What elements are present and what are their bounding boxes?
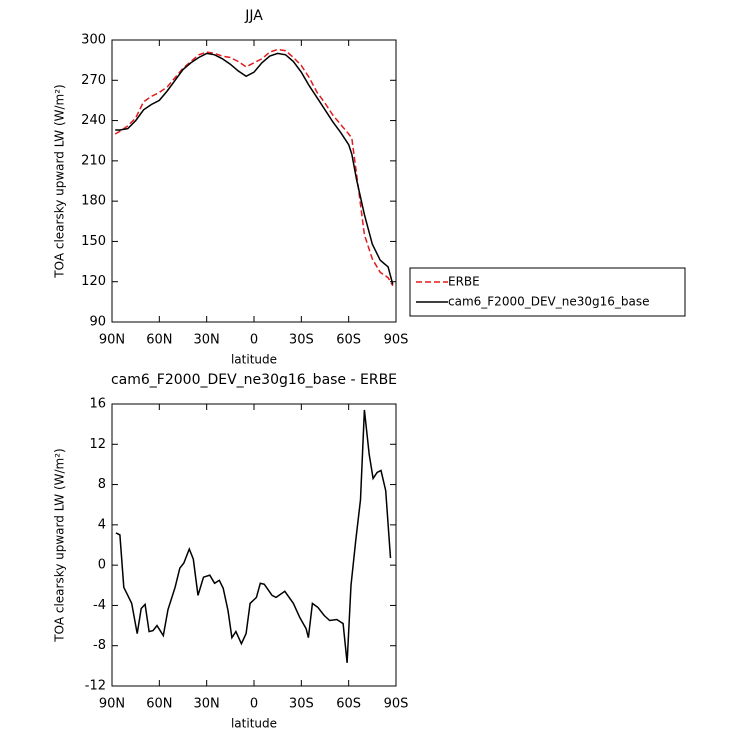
y-tick-label: 180 (81, 194, 106, 209)
y-tick-label: 90 (89, 315, 106, 330)
x-tick-label: 90N (99, 697, 125, 712)
y-tick-label: -4 (93, 598, 106, 613)
x-tick-label: 90S (384, 697, 409, 712)
x-tick-label: 30N (194, 333, 220, 348)
data-line (114, 48, 394, 287)
y-tick-label: 16 (89, 397, 106, 412)
x-tick-label: 60N (146, 697, 172, 712)
y-tick-label: 210 (81, 153, 106, 168)
x-tick-label: 90S (384, 333, 409, 348)
y-tick-label: 240 (81, 113, 106, 128)
y-tick-label: 270 (81, 73, 106, 88)
chart-title: cam6_F2000_DEV_ne30g16_base - ERBE (111, 372, 397, 388)
y-axis-label: TOA clearsky upward LW (W/m²) (53, 448, 67, 642)
data-line (115, 409, 392, 663)
y-axis-label: TOA clearsky upward LW (W/m²) (53, 84, 67, 278)
y-tick-label: 8 (98, 477, 106, 492)
chart-title: JJA (244, 8, 263, 24)
x-axis-label: latitude (231, 717, 277, 731)
x-tick-label: 0 (250, 697, 258, 712)
x-tick-label: 30S (289, 697, 314, 712)
y-tick-label: 12 (89, 437, 106, 452)
y-tick-label: -12 (85, 679, 106, 694)
legend-label: ERBE (448, 275, 480, 289)
x-tick-label: 90N (99, 333, 125, 348)
x-tick-label: 0 (250, 333, 258, 348)
x-tick-label: 30S (289, 333, 314, 348)
plot-frame (111, 403, 397, 687)
y-tick-label: 120 (81, 274, 106, 289)
x-tick-label: 60S (336, 697, 361, 712)
y-tick-label: 4 (98, 517, 106, 532)
plot-frame (111, 39, 397, 323)
legend-label: cam6_F2000_DEV_ne30g16_base (448, 295, 650, 309)
x-tick-label: 60N (146, 333, 172, 348)
x-tick-label: 30N (194, 697, 220, 712)
x-axis-label: latitude (231, 353, 277, 367)
y-tick-label: 150 (81, 234, 106, 249)
legend-box (409, 267, 686, 317)
y-tick-label: 300 (81, 33, 106, 48)
x-tick-label: 60S (336, 333, 361, 348)
y-tick-label: 0 (98, 558, 106, 573)
y-tick-label: -8 (93, 638, 106, 653)
data-line (115, 52, 394, 285)
